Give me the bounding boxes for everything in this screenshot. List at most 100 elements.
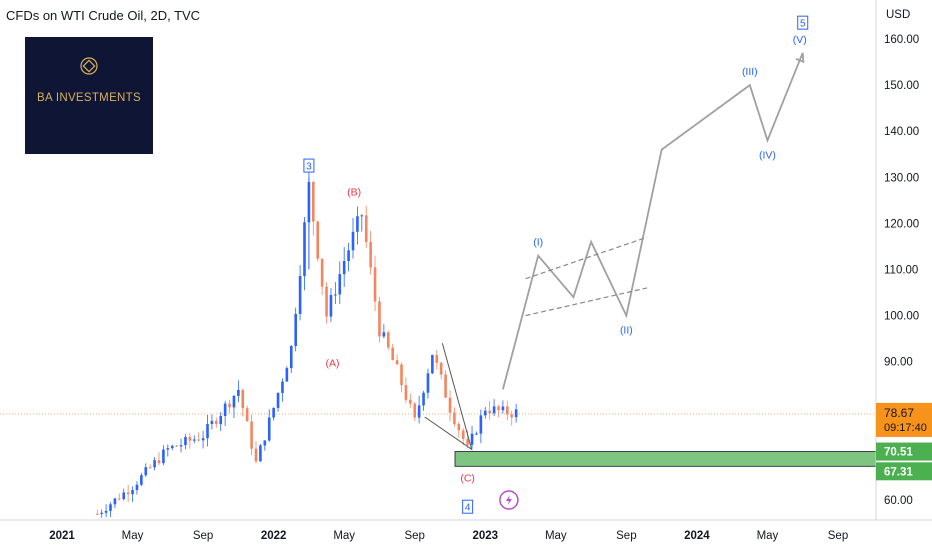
chart-title: CFDs on WTI Crude Oil, 2D, TVC	[6, 8, 201, 23]
y-tick-label: 60.00	[884, 495, 913, 507]
candle-body	[497, 406, 500, 411]
x-tick-label: Sep	[404, 530, 424, 542]
y-tick-label: 150.00	[884, 80, 919, 92]
candle-body	[144, 467, 148, 476]
candle-body	[113, 498, 117, 505]
candle-body	[140, 475, 143, 485]
candle-body	[157, 460, 161, 464]
y-tick-label: 120.00	[884, 218, 919, 230]
candle-body	[153, 460, 156, 468]
candle-body	[378, 301, 381, 337]
wave-label-boxed: 4	[465, 503, 471, 514]
candle-body	[431, 354, 434, 374]
candle-body	[347, 250, 350, 262]
wave-label-abc: (C)	[460, 473, 475, 485]
candle-body	[426, 373, 430, 393]
candle-body	[457, 424, 461, 431]
candle-body	[272, 407, 275, 418]
candle-body	[228, 403, 231, 408]
channel-lower	[525, 287, 648, 317]
candle-body	[109, 504, 112, 511]
lightning-bolt-icon	[505, 495, 512, 505]
diamond-logo-icon	[80, 57, 98, 75]
candle-body	[197, 439, 200, 441]
candle-body	[312, 182, 315, 222]
candle-body	[188, 437, 192, 441]
candle-body	[461, 430, 465, 440]
candle-body	[281, 381, 284, 393]
y-axis-unit: USD	[886, 9, 910, 21]
channel-upper	[525, 236, 648, 280]
candle-body	[351, 231, 355, 251]
projection-path	[502, 52, 804, 390]
wave-label-impulse: (I)	[533, 237, 543, 249]
candle-body	[259, 445, 262, 462]
x-tick-label: 2021	[49, 530, 75, 542]
wave-label-impulse: (IV)	[759, 149, 776, 161]
candle-body	[263, 440, 267, 446]
wave-label-abc: (B)	[347, 187, 361, 199]
logo-text: BA INVESTMENTS	[37, 92, 141, 104]
x-tick-label: May	[333, 530, 355, 542]
zone-top-value: 70.51	[884, 447, 913, 459]
current-price-tag	[876, 402, 932, 437]
candle-body	[276, 392, 280, 408]
current-price-value: 78.67	[884, 406, 914, 420]
candle-body	[118, 498, 121, 500]
candle-body	[448, 397, 452, 413]
candle-body	[386, 332, 390, 348]
candle-body	[338, 274, 342, 295]
candle-body	[439, 362, 443, 375]
candle-body	[298, 275, 302, 314]
candle-body	[422, 392, 425, 406]
candle-body	[241, 389, 245, 409]
zone-top-tag	[876, 442, 932, 461]
candle-body	[131, 490, 134, 495]
candle-body	[400, 364, 403, 386]
candle-body	[122, 492, 126, 500]
candle-body	[501, 406, 505, 411]
y-tick-label: 100.00	[884, 311, 919, 323]
candle-body	[475, 433, 478, 435]
candle-body	[135, 484, 139, 491]
y-tick-label: 130.00	[884, 172, 919, 184]
candle-body	[289, 346, 293, 369]
candle-body	[206, 424, 209, 439]
candle-body	[435, 354, 439, 363]
candle-body	[267, 417, 271, 441]
wave-box	[797, 15, 809, 30]
projection-arrowhead	[795, 52, 805, 64]
wedge-line	[424, 343, 473, 451]
candle-body	[126, 492, 130, 495]
candle-body	[483, 410, 487, 416]
candle-body	[294, 313, 297, 347]
candle-body	[492, 406, 496, 414]
wave-label-boxed: 5	[800, 19, 806, 30]
candle-body	[417, 405, 421, 418]
wave-box	[303, 158, 315, 173]
candle-body	[210, 420, 214, 425]
candle-body	[444, 374, 447, 398]
wave-label-impulse: (II)	[620, 325, 633, 337]
x-tick-label: Sep	[193, 530, 213, 542]
candle-body	[232, 395, 236, 408]
candle-body	[510, 414, 514, 418]
candle-body	[506, 406, 509, 415]
candle-body	[179, 445, 183, 447]
candle-body	[104, 510, 108, 513]
candle-body	[201, 438, 205, 441]
wave-label-impulse: (III)	[742, 66, 758, 78]
y-tick-label: 90.00	[884, 357, 913, 369]
current-price-countdown: 09:17:40	[884, 422, 927, 434]
candle-body	[479, 415, 483, 434]
x-tick-label: May	[545, 530, 567, 542]
y-tick-label: 160.00	[884, 34, 919, 46]
candle-body	[250, 421, 253, 449]
candle-body	[215, 420, 218, 425]
candle-body	[184, 437, 187, 446]
x-tick-label: May	[122, 530, 144, 542]
zone-bottom-value: 67.31	[884, 466, 913, 478]
candle-body	[245, 408, 249, 422]
candle-body	[175, 445, 178, 447]
